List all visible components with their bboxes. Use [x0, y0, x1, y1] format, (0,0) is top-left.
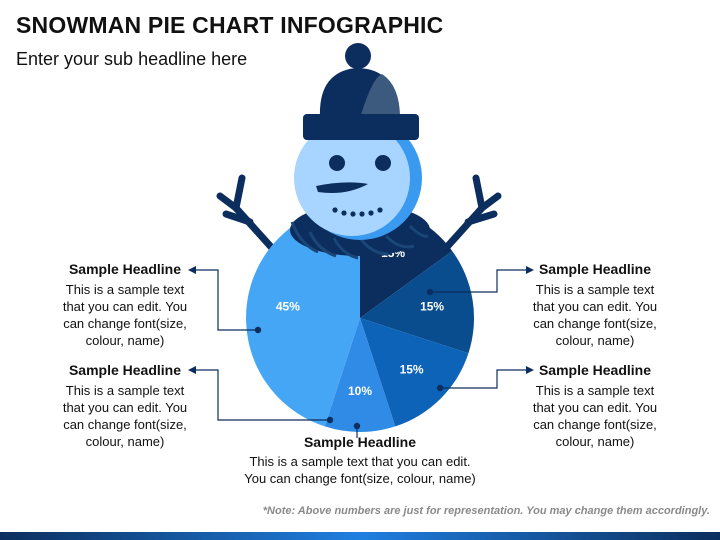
left-arm [216, 174, 276, 252]
callout-line: You can change font(size, colour, name) [244, 471, 476, 486]
callout-line: colour, name) [555, 434, 635, 449]
callout-line: can change font(size, [533, 417, 657, 432]
right-eye [375, 155, 391, 171]
page-title: SNOWMAN PIE CHART INFOGRAPHIC [16, 12, 444, 38]
connector-dots [254, 288, 444, 430]
right-arm [442, 174, 502, 252]
footer-bar [0, 532, 720, 540]
callout-line: that you can edit. You [62, 400, 188, 415]
page-subtitle: Enter your sub headline here [16, 49, 248, 69]
callout-line: that you can edit. You [532, 400, 658, 415]
nose [316, 182, 368, 193]
hat [303, 43, 419, 140]
pie-slice [245, 204, 360, 427]
pie-slice-label: 15% [400, 363, 424, 377]
callout-headline: Sample Headline [538, 261, 652, 277]
callout-headline: Sample Headline [68, 362, 182, 378]
mouth [332, 207, 383, 217]
callout-headline: Sample Headline [68, 261, 182, 277]
callout-line: This is a sample text [65, 282, 185, 297]
callout-body: This is a sample text that you can edit.… [40, 382, 210, 450]
callout-body: This is a sample text that you can edit.… [210, 453, 510, 487]
callout-body: This is a sample text that you can edit.… [510, 281, 680, 349]
pie-slice [360, 318, 469, 427]
callout-bottom: Sample Headline This is a sample text th… [210, 434, 510, 487]
hat-pompom [345, 43, 371, 69]
snowman-head [294, 116, 422, 240]
callout-body: This is a sample text that you can edit.… [40, 281, 210, 349]
pie-slice [324, 318, 396, 433]
left-eye [329, 155, 345, 171]
pie-slice-label: 10% [348, 384, 372, 398]
callout-line: can change font(size, [63, 417, 187, 432]
callout-line: that you can edit. You [532, 299, 658, 314]
callout-top-left: Sample Headline This is a sample text th… [40, 261, 210, 349]
callout-line: colour, name) [555, 333, 635, 348]
callout-line: colour, name) [85, 333, 165, 348]
callout-line: can change font(size, [533, 316, 657, 331]
footnote: *Note: Above numbers are just for repres… [262, 505, 710, 517]
callout-top-right: Sample Headline This is a sample text th… [510, 261, 680, 349]
callout-line: that you can edit. You [62, 299, 188, 314]
callout-mid-right: Sample Headline This is a sample text th… [510, 362, 680, 450]
callout-line: This is a sample text [535, 383, 655, 398]
callout-line: This is a sample text [65, 383, 185, 398]
callout-line: colour, name) [85, 434, 165, 449]
callout-line: This is a sample text [535, 282, 655, 297]
pie-slice [360, 250, 475, 354]
callout-body: This is a sample text that you can edit.… [510, 382, 680, 450]
connector-lines [194, 269, 528, 438]
callout-line: This is a sample text that you can edit. [249, 454, 471, 469]
callout-headline: Sample Headline [303, 434, 417, 450]
callout-mid-left: Sample Headline This is a sample text th… [40, 362, 210, 450]
callout-line: can change font(size, [63, 316, 187, 331]
pie-slice-label: 45% [276, 300, 300, 314]
connector-arrows [188, 266, 534, 374]
pie-slice-label: 15% [420, 300, 444, 314]
callout-headline: Sample Headline [538, 362, 652, 378]
